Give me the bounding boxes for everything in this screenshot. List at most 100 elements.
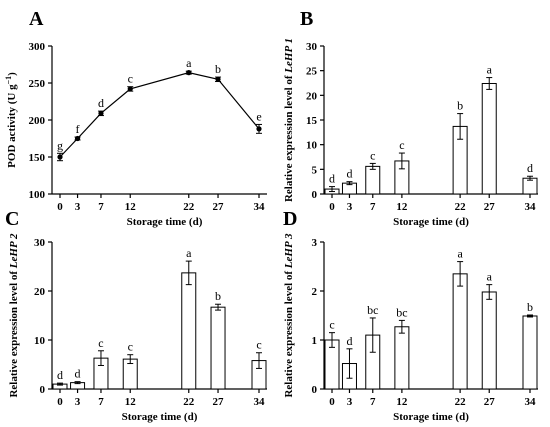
significance-letter: a bbox=[186, 56, 192, 70]
x-tick-label: 22 bbox=[183, 396, 195, 408]
data-point bbox=[57, 154, 63, 160]
y-tick-label: 300 bbox=[29, 41, 46, 53]
y-axis-title: Relative expression level of LeHP 2 bbox=[8, 233, 20, 398]
y-tick-label: 30 bbox=[34, 237, 46, 249]
x-tick-label: 3 bbox=[75, 396, 81, 408]
x-tick-label: 27 bbox=[484, 396, 496, 408]
x-tick-label: 3 bbox=[347, 396, 353, 408]
x-tick-label: 3 bbox=[347, 201, 353, 213]
x-axis-title: Storage time (d) bbox=[127, 216, 203, 228]
significance-letter: d bbox=[346, 334, 352, 348]
x-tick-label: 0 bbox=[57, 396, 63, 408]
y-axis-title: Relative expression level of LeHP 1 bbox=[283, 38, 295, 202]
x-tick-label: 34 bbox=[254, 201, 266, 213]
significance-letter: b bbox=[215, 62, 221, 76]
significance-letter: d bbox=[346, 167, 352, 181]
x-axis-title: Storage time (d) bbox=[122, 411, 198, 423]
significance-letter: bc bbox=[396, 305, 407, 319]
series-line bbox=[59, 72, 260, 158]
significance-letter: c bbox=[128, 340, 133, 354]
bar bbox=[365, 165, 381, 195]
x-tick-label: 7 bbox=[370, 201, 376, 213]
significance-letter: b bbox=[457, 99, 463, 113]
significance-letter: c bbox=[98, 336, 103, 350]
bar bbox=[394, 326, 410, 390]
y-tick-label: 20 bbox=[34, 286, 46, 298]
y-axis-title: Relative expression level of LeHP 3 bbox=[283, 233, 295, 398]
x-tick-label: 0 bbox=[329, 201, 335, 213]
y-tick-label: 100 bbox=[29, 189, 46, 201]
x-tick-label: 12 bbox=[125, 396, 137, 408]
data-point bbox=[127, 86, 133, 92]
x-axis-title: Storage time (d) bbox=[393, 411, 469, 423]
x-tick-label: 7 bbox=[98, 201, 104, 213]
bar bbox=[452, 273, 468, 390]
panel-label: A bbox=[29, 8, 44, 30]
x-tick-label: 12 bbox=[125, 201, 137, 213]
x-tick-label: 34 bbox=[254, 396, 266, 408]
y-tick-label: 5 bbox=[312, 164, 318, 176]
panel-label: B bbox=[300, 8, 313, 30]
y-tick-label: 200 bbox=[29, 115, 46, 127]
significance-letter: g bbox=[57, 138, 63, 152]
significance-letter: d bbox=[527, 161, 533, 175]
y-tick-label: 150 bbox=[29, 152, 46, 164]
significance-letter: c bbox=[128, 72, 133, 86]
x-tick-label: 3 bbox=[75, 201, 81, 213]
y-tick-label: 10 bbox=[34, 335, 46, 347]
x-tick-label: 27 bbox=[213, 201, 225, 213]
y-tick-label: 2 bbox=[312, 286, 318, 298]
significance-letter: d bbox=[75, 367, 81, 381]
bar bbox=[522, 315, 538, 390]
x-tick-label: 12 bbox=[396, 201, 408, 213]
y-tick-label: 0 bbox=[312, 384, 318, 396]
x-tick-label: 34 bbox=[525, 201, 537, 213]
x-axis-title: Storage time (d) bbox=[393, 216, 469, 228]
significance-letter: c bbox=[329, 318, 334, 332]
significance-letter: f bbox=[76, 122, 80, 136]
x-tick-label: 7 bbox=[370, 396, 376, 408]
y-tick-label: 0 bbox=[40, 384, 46, 396]
y-tick-label: 1 bbox=[312, 335, 318, 347]
y-tick-label: 15 bbox=[306, 115, 318, 127]
significance-letter: b bbox=[527, 300, 533, 314]
panel-label: C bbox=[5, 208, 19, 230]
x-tick-label: 34 bbox=[525, 396, 537, 408]
x-tick-label: 12 bbox=[396, 396, 408, 408]
panel-label: D bbox=[283, 208, 297, 230]
significance-letter: c bbox=[399, 138, 404, 152]
data-point bbox=[74, 135, 81, 142]
y-tick-label: 0 bbox=[312, 189, 318, 201]
significance-letter: bc bbox=[367, 303, 378, 317]
bar bbox=[181, 272, 197, 390]
x-tick-label: 7 bbox=[98, 396, 104, 408]
x-tick-label: 0 bbox=[329, 396, 335, 408]
significance-letter: e bbox=[256, 109, 261, 123]
y-tick-label: 20 bbox=[306, 90, 318, 102]
bar bbox=[481, 82, 497, 195]
data-point bbox=[98, 110, 104, 116]
significance-letter: a bbox=[457, 247, 463, 261]
y-tick-label: 30 bbox=[306, 41, 318, 53]
x-tick-label: 27 bbox=[484, 201, 496, 213]
y-axis-title: POD activity (U g−1) bbox=[4, 72, 19, 168]
x-tick-label: 22 bbox=[455, 396, 467, 408]
significance-letter: c bbox=[370, 148, 375, 162]
data-point bbox=[256, 126, 262, 132]
significance-letter: a bbox=[186, 246, 192, 260]
y-tick-label: 3 bbox=[312, 237, 318, 249]
significance-letter: a bbox=[487, 270, 493, 284]
significance-letter: d bbox=[329, 172, 335, 186]
significance-letter: c bbox=[256, 338, 261, 352]
data-point bbox=[186, 70, 192, 76]
x-tick-label: 27 bbox=[213, 396, 225, 408]
x-tick-label: 22 bbox=[183, 201, 195, 213]
y-tick-label: 25 bbox=[306, 66, 318, 78]
panel-a: A 100 150 200 250 300 0 3 7 12 22 27 34 Storage time … bbox=[4, 8, 267, 228]
significance-letter: d bbox=[57, 368, 63, 382]
y-tick-label: 10 bbox=[306, 140, 318, 152]
